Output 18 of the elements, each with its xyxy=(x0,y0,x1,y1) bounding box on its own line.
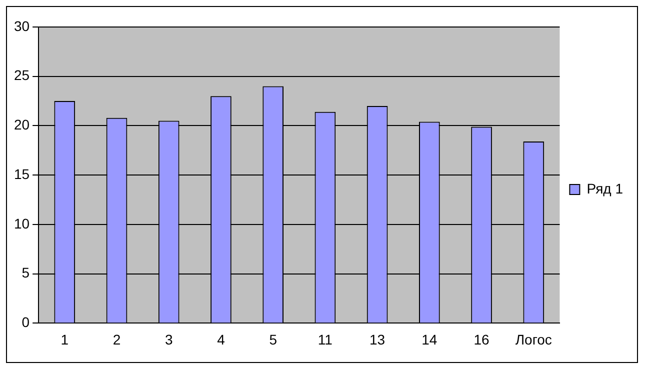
x-tick-label: 1 xyxy=(60,331,69,348)
y-tick-label: 15 xyxy=(14,166,30,182)
x-tick-label: Логос xyxy=(515,331,552,348)
x-tick-label: 14 xyxy=(422,331,438,348)
x-tick-label: 4 xyxy=(217,331,226,348)
x-tick-label: 3 xyxy=(164,331,173,348)
legend-label: Ряд 1 xyxy=(586,180,624,196)
y-tick-label: 10 xyxy=(14,215,30,232)
y-tick-label: 20 xyxy=(14,116,30,133)
y-tick-label: 30 xyxy=(14,18,30,34)
x-tick-label: 11 xyxy=(318,331,333,348)
x-tick-label: 5 xyxy=(269,331,278,348)
y-tick-label: 25 xyxy=(14,67,30,84)
y-tick-label: 0 xyxy=(22,314,30,330)
x-tick-label: 16 xyxy=(474,331,490,348)
y-tick-label: 5 xyxy=(22,264,30,281)
x-tick-label: 2 xyxy=(112,331,121,348)
x-tick-label: 13 xyxy=(370,331,386,348)
